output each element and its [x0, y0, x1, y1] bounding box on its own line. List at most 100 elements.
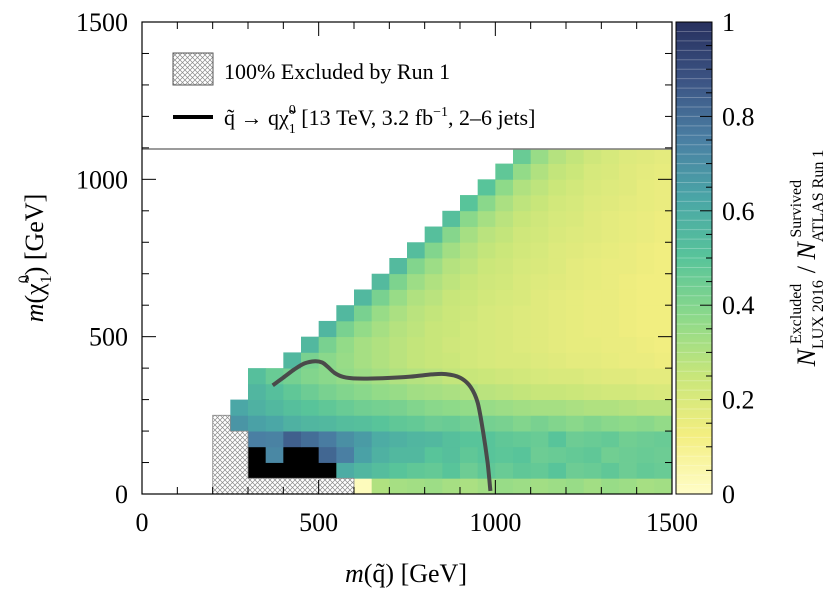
heatmap-cell: [530, 273, 549, 290]
heatmap-cell: [248, 415, 267, 432]
heatmap-cell: [230, 415, 249, 432]
heatmap-cell: [530, 179, 549, 196]
heatmap-cell: [513, 336, 532, 353]
heatmap-cell: [654, 478, 672, 494]
heatmap-cell: [636, 446, 655, 463]
y-tick-label: 500: [89, 323, 128, 352]
heatmap-cell: [407, 289, 426, 306]
heatmap-cell: [283, 399, 302, 416]
heatmap-cell: [530, 242, 549, 259]
heatmap-cell: [513, 415, 532, 432]
heatmap-cell: [619, 242, 638, 259]
x-tick-labels: 0 500 1000 1500: [136, 508, 699, 537]
heatmap-cell: [495, 368, 514, 385]
heatmap-cell: [583, 305, 602, 322]
heatmap-cell: [477, 368, 496, 385]
heatmap-cell: [407, 336, 426, 353]
heatmap-cell: [530, 258, 549, 275]
heatmap-cell: [460, 462, 479, 479]
heatmap-cell: [301, 431, 320, 448]
heatmap-cell: [442, 226, 461, 243]
heatmap-cell: [248, 462, 267, 479]
heatmap-cell: [654, 289, 672, 306]
heatmap-cell: [248, 399, 267, 416]
heatmap-cell: [442, 415, 461, 432]
heatmap-cell: [601, 147, 620, 164]
heatmap-cell: [619, 336, 638, 353]
heatmap-cell: [354, 383, 373, 400]
heatmap-cell: [424, 336, 443, 353]
heatmap-cell: [601, 289, 620, 306]
heatmap-cell: [460, 352, 479, 369]
heatmap-cell: [566, 258, 585, 275]
heatmap-cell: [407, 478, 426, 494]
heatmap-cell: [566, 478, 585, 494]
heatmap-cell: [407, 399, 426, 416]
heatmap-cell: [283, 415, 302, 432]
heatmap-cell: [566, 179, 585, 196]
heatmap-cell: [248, 431, 267, 448]
heatmap-cell: [495, 289, 514, 306]
heatmap-cell: [636, 383, 655, 400]
heatmap-cell: [513, 210, 532, 227]
heatmap-cell: [336, 336, 355, 353]
heatmap-cell: [530, 478, 549, 494]
heatmap-cell: [636, 226, 655, 243]
heatmap-cell: [530, 383, 549, 400]
heatmap-cell: [318, 320, 337, 338]
heatmap-cell: [513, 383, 532, 400]
heatmap-cell: [513, 462, 532, 479]
heatmap-cell: [407, 258, 426, 275]
heatmap-cell: [654, 368, 672, 385]
x-tick-label: 1000: [469, 508, 521, 537]
heatmap-cell: [424, 242, 443, 259]
heatmap-cell: [477, 399, 496, 416]
heatmap-cell: [583, 399, 602, 416]
heatmap-cell: [336, 462, 355, 479]
heatmap-cell: [354, 305, 373, 322]
heatmap-cell: [566, 431, 585, 448]
heatmap-cell: [548, 336, 567, 353]
legend-entry-contour: q̃ → qχ̃10 [13 TeV, 3.2 fb−1, 2–6 jets]: [224, 103, 535, 137]
heatmap-cell: [654, 242, 672, 259]
heatmap-cell: [442, 336, 461, 353]
heatmap-cell: [442, 305, 461, 322]
heatmap-cell: [477, 352, 496, 369]
heatmap-cell: [354, 368, 373, 385]
heatmap-cell: [566, 320, 585, 338]
heatmap-cell: [513, 179, 532, 196]
heatmap-cell: [477, 289, 496, 306]
y-tick-labels: 0 500 1000 1500: [76, 8, 128, 509]
heatmap-cell: [583, 446, 602, 463]
heatmap-cell: [389, 336, 408, 353]
heatmap-cell: [354, 446, 373, 463]
heatmap-cell: [654, 273, 672, 290]
heatmap-cell: [548, 210, 567, 227]
heatmap-cell: [548, 163, 567, 180]
heatmap-cell: [460, 478, 479, 494]
heatmap-cell: [442, 383, 461, 400]
heatmap-cell: [583, 242, 602, 259]
heatmap-cell: [442, 399, 461, 416]
heatmap-cell: [583, 258, 602, 275]
heatmap-cell: [407, 242, 426, 259]
heatmap-cell: [654, 163, 672, 180]
heatmap-cell: [424, 258, 443, 275]
colorbar-tick-label: 1: [722, 8, 735, 37]
heatmap-cell: [530, 399, 549, 416]
heatmap-cell: [248, 368, 267, 385]
heatmap-cell: [371, 399, 390, 416]
heatmap-cell: [460, 368, 479, 385]
heatmap-cell: [318, 399, 337, 416]
heatmap-cell: [460, 258, 479, 275]
heatmap-cell: [654, 210, 672, 227]
heatmap-cell: [566, 289, 585, 306]
heatmap-cell: [566, 210, 585, 227]
heatmap-cell: [371, 336, 390, 353]
heatmap-cell: [636, 258, 655, 275]
heatmap-cell: [654, 399, 672, 416]
heatmap-cell: [530, 368, 549, 385]
heatmap-cell: [265, 462, 284, 479]
heatmap-cell: [636, 336, 655, 353]
